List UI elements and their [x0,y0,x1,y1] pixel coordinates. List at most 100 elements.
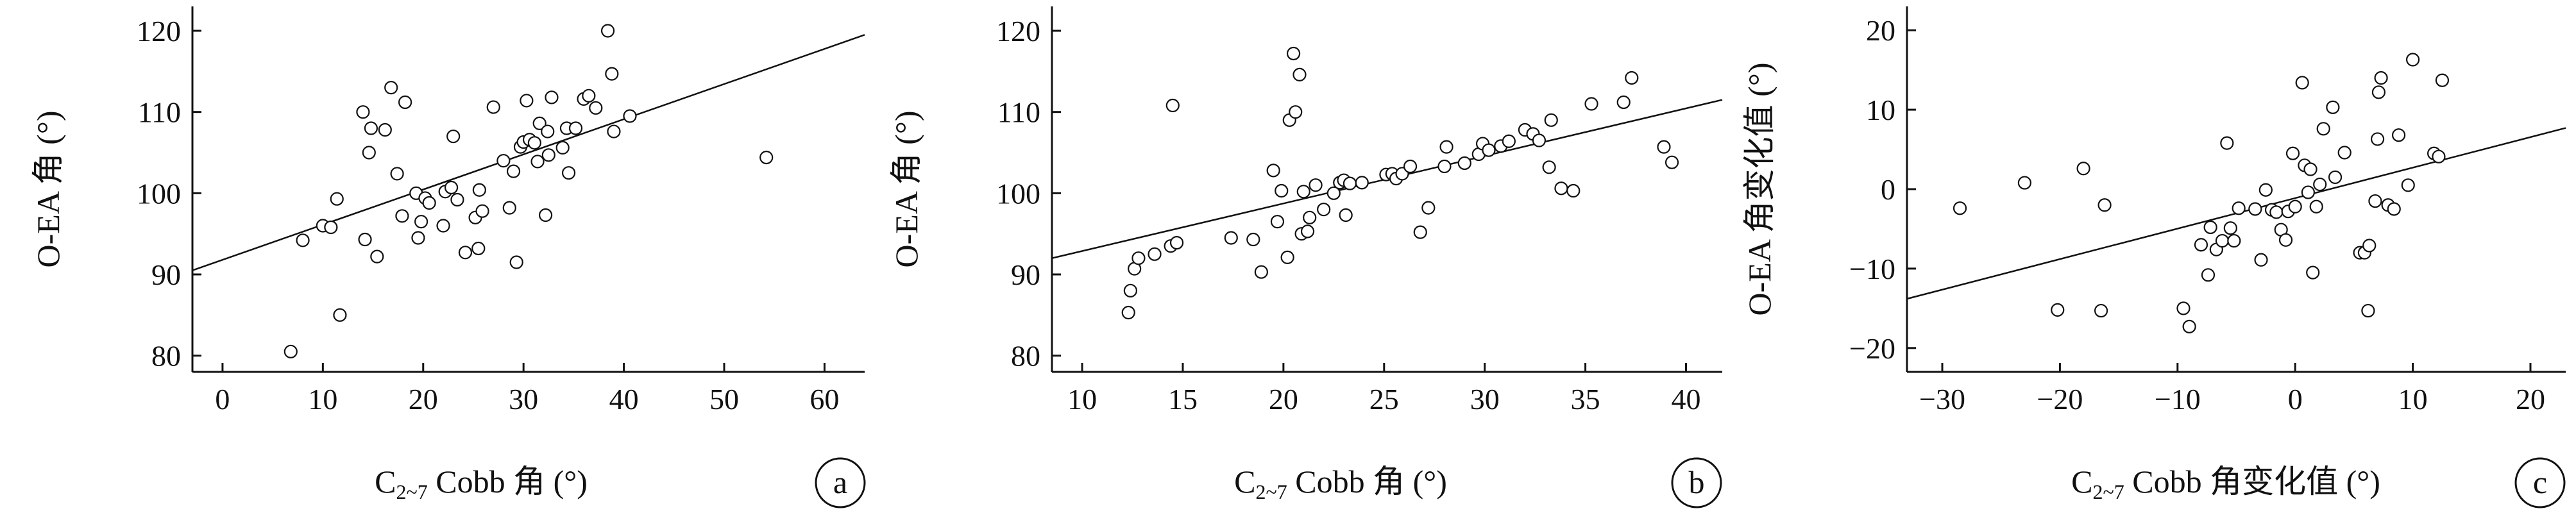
data-point [2362,239,2377,253]
data-point [378,122,392,137]
data-point [411,231,425,245]
data-point [1657,140,1671,154]
data-point [545,90,559,105]
data-point [2303,162,2318,176]
data-point [1437,159,1452,174]
data-point [2309,199,2323,214]
data-point [2182,319,2196,333]
data-point [2051,303,2065,317]
data-point [1403,159,1418,174]
x-tick-label: 20 [1269,383,1298,415]
data-point [414,215,428,229]
data-point [1625,71,1639,85]
data-point [1953,201,1967,215]
y-tick-label: 0 [1881,173,1895,206]
x-tick-label: 60 [809,383,839,415]
data-point [458,246,473,260]
x-tick-label: −20 [2037,383,2083,415]
data-point [520,94,534,108]
data-point [2368,194,2382,208]
chart-panel-a: 80 90 100 110 120 0 10 20 30 40 50 60 O-EA 角 (°) C2~7… [30,6,866,508]
data-point [475,204,489,218]
data-point [2288,199,2302,214]
x-tick-label: 40 [1672,383,1701,415]
data-point [1343,176,1357,190]
data-point [532,116,547,130]
data-point [2176,301,2190,315]
x-tick-label: 10 [1067,383,1097,415]
data-point [2285,146,2300,160]
x-tick-label: −30 [1919,383,1965,415]
data-point [2361,303,2375,318]
data-point [370,249,384,264]
data-point [1413,225,1427,239]
x-tick-label: 30 [1470,383,1500,415]
data-point [390,167,404,181]
chart-panel-c: −20 −10 0 10 20 −30 −20 −10 0 10 20 O-EA 角变化值 (°) C2… [1741,6,2566,508]
data-point [2254,253,2268,267]
data-point [605,67,619,81]
data-point [623,109,637,123]
panel-label-circle [1671,457,1722,508]
data-point [1326,186,1341,200]
data-point [2405,53,2420,67]
data-point [530,155,545,169]
y-tick-label: −20 [1849,332,1895,365]
y-tick-label: 100 [996,177,1040,210]
data-point [1131,251,1146,265]
y-tick-label: 100 [137,177,181,210]
data-point [1165,98,1180,113]
data-point [384,81,398,95]
data-point [2278,233,2293,247]
data-point [555,140,570,155]
regression-line [192,34,865,271]
data-point [538,208,553,222]
data-point [1665,155,1679,169]
data-point [2326,100,2340,114]
data-point [2432,149,2446,164]
panel-label-circle [2514,457,2566,508]
data-point [1439,140,1453,154]
y-tick-label: 80 [1011,340,1040,373]
data-point [2203,220,2217,235]
data-point [1300,224,1315,239]
data-point [444,180,459,195]
data-point [2269,205,2284,219]
data-point [1270,215,1285,229]
y-tick-label: 110 [997,96,1040,129]
data-point [1148,247,1162,261]
data-point [589,101,603,115]
data-point [356,105,370,119]
data-point [506,164,521,178]
data-point [486,100,500,114]
y-tick-label: 80 [151,340,181,373]
data-point [509,255,523,269]
data-point [1482,143,1496,157]
data-point [364,121,378,135]
data-point [324,220,338,235]
y-tick-label: 90 [151,258,181,291]
x-axis-title: C2~7 Cobb 角变化值 (°) [2071,464,2380,503]
data-point [2017,176,2031,190]
data-point [2337,146,2351,160]
data-point [1584,97,1598,111]
data-point [2401,178,2415,192]
data-point [1292,67,1307,82]
x-tick-label: −10 [2155,383,2201,415]
data-point [284,344,298,358]
x-tick-label: 10 [2398,383,2428,415]
data-point [1502,134,1516,148]
y-tick-label: 10 [1866,94,1895,126]
data-point [2295,76,2309,90]
data-point [2223,221,2237,235]
x-tick-label: 50 [709,383,739,415]
data-point [296,233,310,247]
data-point [436,219,450,233]
data-point [362,146,376,160]
data-point [1266,164,1280,178]
data-point [472,183,486,197]
data-point [1280,250,1294,264]
data-point [2316,122,2330,136]
data-point [2248,202,2262,216]
data-point [2076,162,2090,176]
